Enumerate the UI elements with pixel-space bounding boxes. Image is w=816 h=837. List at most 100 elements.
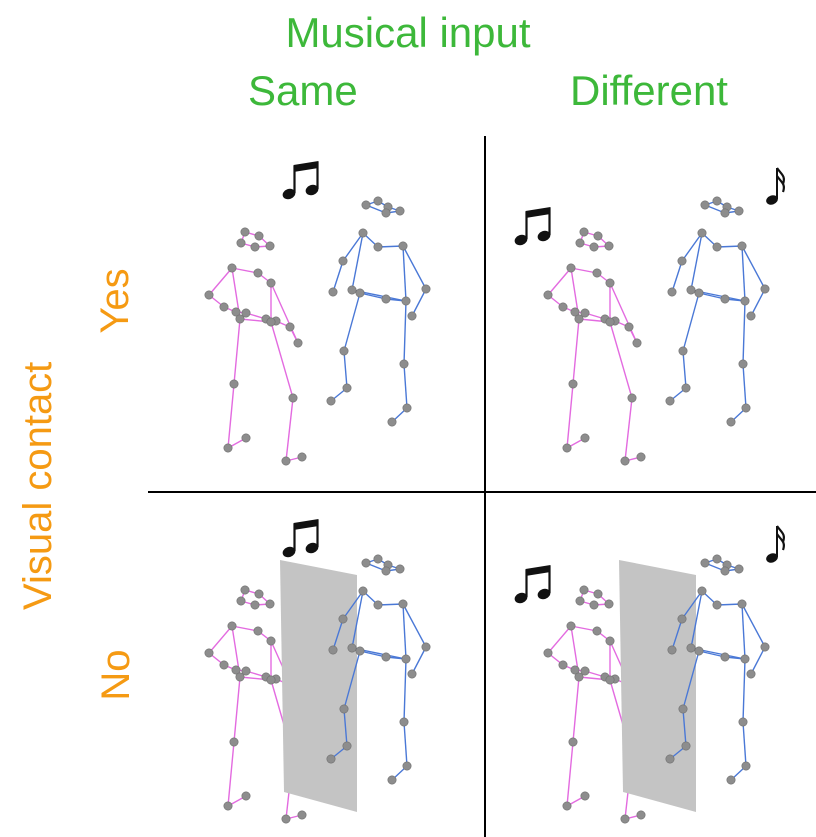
joint <box>223 443 233 453</box>
occluding-screen <box>280 560 357 812</box>
dancer-right <box>665 554 770 785</box>
joint <box>562 801 572 811</box>
joint <box>720 652 730 662</box>
joint <box>326 396 336 406</box>
joint <box>381 652 391 662</box>
joint <box>605 636 615 646</box>
joint <box>667 645 677 655</box>
limb <box>343 350 348 389</box>
limb <box>227 383 235 449</box>
joint <box>373 554 383 564</box>
joint <box>697 228 707 238</box>
joint <box>240 227 250 237</box>
limb <box>343 292 361 352</box>
joint <box>737 599 747 609</box>
panel-no-different <box>514 525 785 824</box>
musical-input-title: Musical input <box>285 9 531 56</box>
joint <box>339 346 349 356</box>
joint <box>204 648 214 658</box>
limb <box>566 741 574 807</box>
joint <box>398 241 408 251</box>
joint <box>678 704 688 714</box>
joint <box>381 566 391 576</box>
limb <box>403 363 408 409</box>
limb <box>285 397 294 462</box>
joint <box>627 393 637 403</box>
joint <box>395 206 405 216</box>
column-label-same: Same <box>248 67 358 114</box>
joint <box>373 242 383 252</box>
joint <box>297 810 307 820</box>
joint <box>734 564 744 574</box>
limb <box>402 603 407 660</box>
joint <box>681 741 691 751</box>
beamed-eighth-notes-icon <box>514 565 551 604</box>
joint <box>223 801 233 811</box>
joint <box>373 600 383 610</box>
joint <box>593 231 603 241</box>
joint <box>570 665 580 675</box>
limb <box>741 245 766 290</box>
joint <box>328 645 338 655</box>
limb <box>572 676 580 743</box>
joint <box>355 646 365 656</box>
row-label-yes: Yes <box>93 268 137 334</box>
joint <box>760 284 770 294</box>
joint <box>636 452 646 462</box>
joint <box>580 433 590 443</box>
joint <box>338 614 348 624</box>
joint <box>266 317 276 327</box>
joint <box>636 810 646 820</box>
joint <box>297 452 307 462</box>
sixteenth-note-icon <box>766 525 785 563</box>
joint <box>387 417 397 427</box>
limb <box>411 288 427 317</box>
limb <box>682 292 700 352</box>
limb <box>750 646 766 675</box>
joint <box>589 600 599 610</box>
joint <box>355 288 365 298</box>
joint <box>266 278 276 288</box>
joint <box>667 287 677 297</box>
limb <box>682 350 687 389</box>
joint <box>543 648 553 658</box>
joint <box>720 208 730 218</box>
joint <box>219 302 229 312</box>
joint <box>361 200 371 210</box>
joint <box>227 621 237 631</box>
joint <box>605 317 615 327</box>
limb <box>566 383 574 449</box>
joint <box>741 761 751 771</box>
joint <box>402 761 412 771</box>
joint <box>579 585 589 595</box>
joint <box>746 669 756 679</box>
joint <box>347 285 357 295</box>
limb <box>343 708 348 747</box>
joint <box>605 278 615 288</box>
joint <box>229 737 239 747</box>
joint <box>241 308 251 318</box>
limb <box>342 232 364 262</box>
joint <box>593 589 603 599</box>
joint <box>575 596 585 606</box>
joint <box>281 814 291 824</box>
joint <box>562 443 572 453</box>
limb <box>624 397 633 462</box>
joint <box>700 558 710 568</box>
joint <box>407 311 417 321</box>
joint <box>285 322 295 332</box>
joint <box>592 626 602 636</box>
limb <box>351 590 364 649</box>
limb <box>741 245 746 302</box>
joint <box>700 200 710 210</box>
joint <box>605 675 615 685</box>
limb <box>690 590 703 649</box>
joint <box>575 238 585 248</box>
limb <box>750 288 766 317</box>
joint <box>570 307 580 317</box>
limb <box>671 618 683 651</box>
joint <box>632 338 642 348</box>
limb <box>403 658 407 723</box>
joint <box>568 737 578 747</box>
